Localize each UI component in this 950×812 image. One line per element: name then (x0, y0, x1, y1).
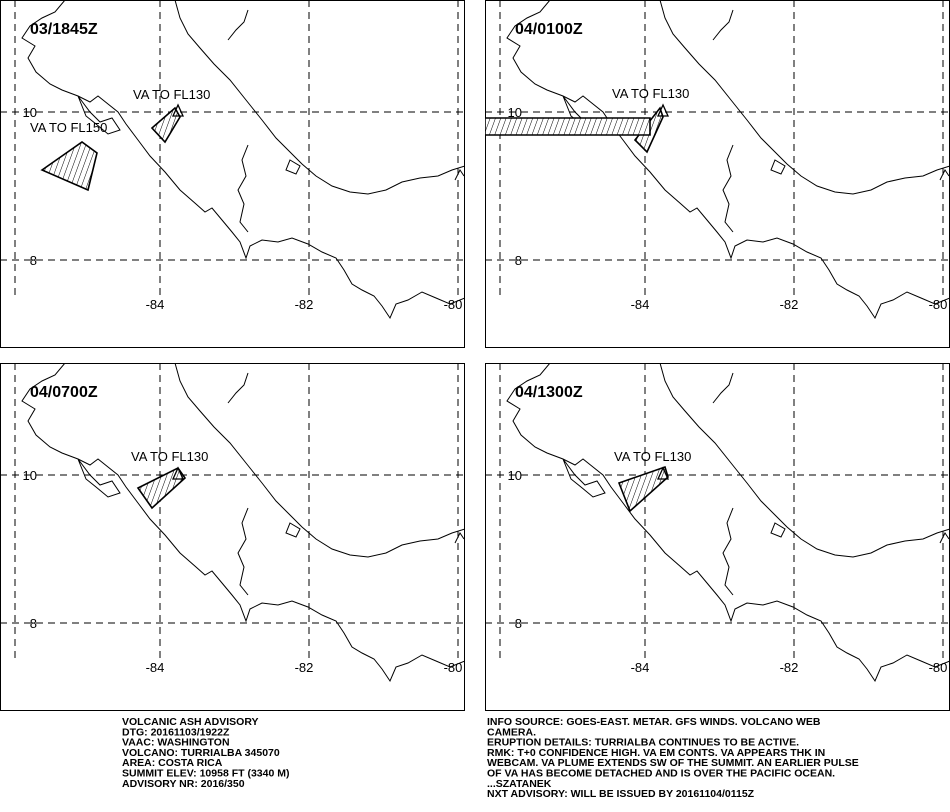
longitude-label: -84 (146, 297, 165, 312)
valid-time: 04/0700Z (30, 384, 98, 401)
latitude-label: 10 (23, 468, 37, 483)
advisory-line: VOLCANIC ASH ADVISORY (122, 716, 259, 728)
map-panel: 04/0100Z VA TO FL130 10 8 -84 -82 -80 (485, 0, 950, 348)
remarks-line: INFO SOURCE: GOES-EAST. METAR. GFS WINDS… (487, 716, 821, 728)
panel-frame (0, 363, 465, 711)
remarks-line: ERUPTION DETAILS: TURRIALBA CONTINUES TO… (487, 737, 799, 749)
advisory-line: DTG: 20161103/1922Z (122, 726, 230, 738)
longitude-label: -80 (929, 660, 948, 675)
remarks-line: WEBCAM. VA PLUME EXTENDS SW OF THE SUMMI… (487, 757, 859, 769)
valid-time: 04/0100Z (515, 21, 583, 38)
volcano-symbol (171, 103, 185, 117)
remarks-line: NXT ADVISORY: WILL BE ISSUED BY 20161104… (487, 788, 755, 800)
longitude-label: -84 (631, 297, 650, 312)
map-panel: 04/0700Z VA TO FL130 10 8 -84 -82 -80 (0, 363, 465, 711)
volcano-symbol (171, 466, 185, 480)
ash-label: VA TO FL130 (131, 449, 208, 464)
longitude-label: -80 (444, 297, 463, 312)
ash-area (617, 465, 669, 513)
map-content (0, 363, 465, 682)
longitude-label: -84 (146, 660, 165, 675)
valid-time: 03/1845Z (30, 21, 98, 38)
remarks-line: OF VA HAS BECOME DETACHED AND IS OVER TH… (487, 768, 835, 780)
map-content (0, 0, 465, 319)
valid-time: 04/1300Z (515, 384, 583, 401)
longitude-label: -82 (295, 660, 314, 675)
remarks-line: RMK: T+0 CONFIDENCE HIGH. VA EM CONTS. V… (487, 747, 825, 759)
ash-area (40, 141, 98, 192)
map-content (485, 363, 950, 682)
remarks-line: ...SZATANEK (487, 778, 552, 790)
panel-frame (485, 0, 950, 348)
advisory-line: ADVISORY NR: 2016/350 (122, 778, 245, 790)
longitude-label: -82 (780, 660, 799, 675)
advisory-line: AREA: COSTA RICA (122, 757, 223, 769)
longitude-label: -80 (929, 297, 948, 312)
ash-label: VA TO FL150 (30, 120, 107, 135)
latitude-label: 10 (508, 468, 522, 483)
advisory-line: VOLCANO: TURRIALBA 345070 (122, 747, 280, 759)
latitude-label: 10 (23, 105, 37, 120)
ash-label: VA TO FL130 (612, 86, 689, 101)
longitude-label: -82 (780, 297, 799, 312)
ash-label: VA TO FL130 (133, 87, 210, 102)
latitude-label: 10 (508, 105, 522, 120)
volcano-symbol (656, 103, 670, 117)
ash-label: VA TO FL130 (614, 449, 691, 464)
latitude-label: 8 (515, 616, 522, 631)
advisory-line: SUMMIT ELEV: 10958 FT (3340 M) (122, 768, 289, 780)
ash-area (485, 117, 651, 136)
longitude-label: -82 (295, 297, 314, 312)
latitude-label: 8 (515, 253, 522, 268)
map-panel: 04/1300Z VA TO FL130 10 8 -84 -82 -80 (485, 363, 950, 711)
advisory-line: VAAC: WASHINGTON (122, 737, 230, 749)
longitude-label: -84 (631, 660, 650, 675)
longitude-label: -80 (444, 660, 463, 675)
remarks-line: CAMERA. (487, 726, 536, 738)
volcano-symbol (656, 466, 670, 480)
panel-frame (485, 363, 950, 711)
latitude-label: 8 (30, 253, 37, 268)
map-content (485, 0, 950, 319)
latitude-label: 8 (30, 616, 37, 631)
